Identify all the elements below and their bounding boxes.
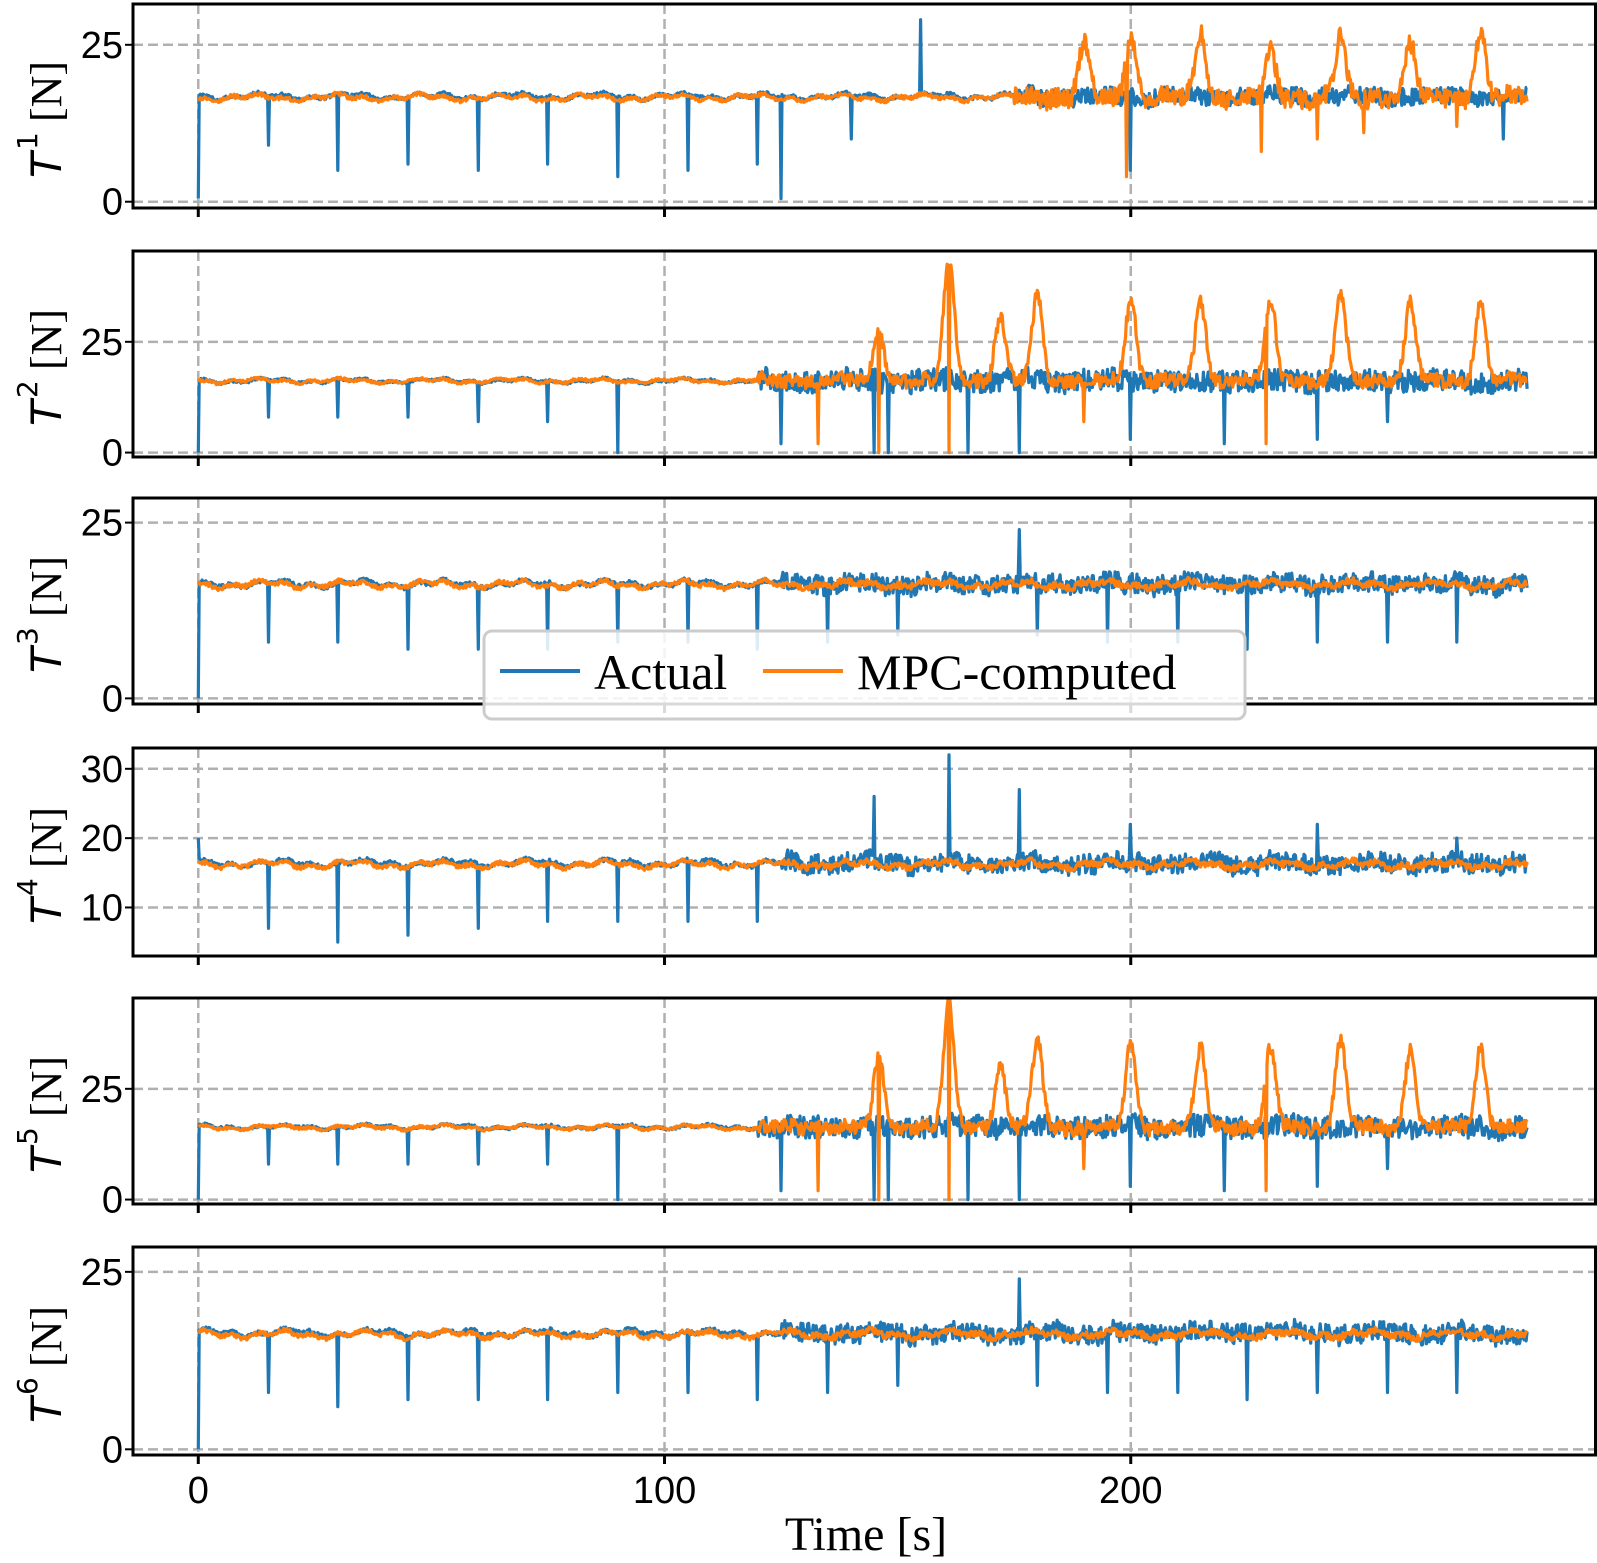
y-label-symbol: T <box>22 895 71 924</box>
y-axis-label: T3 [N] <box>11 556 71 673</box>
x-tick-label: 200 <box>1099 1470 1162 1512</box>
x-tick-label: 100 <box>633 1470 696 1512</box>
y-tick-label: 0 <box>102 1429 123 1471</box>
series-line-mpc-computed <box>197 998 1529 1202</box>
series-line-actual <box>196 18 1528 201</box>
series-group <box>196 18 1529 201</box>
y-tick-label: 25 <box>81 25 123 67</box>
y-label-index: 5 <box>11 1127 44 1145</box>
subplot-T1: 0 25 T1 [N] <box>11 2 1597 224</box>
y-label-symbol: T <box>22 1144 71 1173</box>
series-line-mpc-computed <box>196 575 1529 593</box>
x-tick-label: 0 <box>188 1470 209 1512</box>
y-label-unit: [N] <box>22 61 71 122</box>
series-line-actual <box>196 1277 1529 1450</box>
axes-frame <box>131 2 1597 210</box>
y-label-index: 3 <box>11 627 44 645</box>
series-line-mpc-computed <box>197 24 1529 179</box>
y-label-index: 6 <box>11 1377 44 1395</box>
series-line-mpc-computed <box>197 1325 1529 1343</box>
y-tick-label: 20 <box>81 818 123 860</box>
subplots: 025T1[N]025T2[N]025T3[N]102030T4[N]025T5… <box>11 2 1597 1512</box>
subplot-T4: 10 20 30 T4 [N] <box>11 746 1597 965</box>
y-tick-label: 0 <box>102 433 123 475</box>
y-axis-label: T5 [N] <box>11 1056 71 1173</box>
legend-mpc-label: MPC-computed <box>857 644 1176 700</box>
y-label-index: 4 <box>11 878 44 896</box>
axes-frame <box>131 249 1597 459</box>
subplot-T3: 0 25 T3 [N] <box>11 496 1597 720</box>
y-tick-label: 0 <box>102 678 123 720</box>
subplot-T2: 0 25 T2 [N] <box>11 249 1597 475</box>
subplot-T6: 0 25 T6 [N] <box>11 1245 1597 1471</box>
y-tick-label: 0 <box>102 1180 123 1222</box>
y-label-symbol: T <box>22 397 71 426</box>
series-line-mpc-computed <box>196 262 1528 455</box>
y-axis-label: T4 [N] <box>11 807 71 924</box>
axes-frame <box>131 996 1597 1206</box>
series-group <box>196 528 1529 699</box>
y-axis-label: T2 [N] <box>11 309 71 426</box>
series-group <box>196 1277 1529 1450</box>
series-group <box>196 998 1529 1202</box>
legend-actual-label: Actual <box>594 644 727 700</box>
axes-frame <box>131 1245 1597 1457</box>
series-line-actual <box>196 753 1529 944</box>
y-label-unit: [N] <box>22 556 71 617</box>
series-line-mpc-computed <box>196 856 1529 873</box>
y-axis-label: T6 [N] <box>11 1306 71 1423</box>
y-label-index: 2 <box>11 380 44 398</box>
y-label-unit: [N] <box>22 309 71 370</box>
y-label-symbol: T <box>22 1394 71 1423</box>
axes-frame <box>131 746 1597 958</box>
y-tick-label: 0 <box>102 182 123 224</box>
y-tick-label: 10 <box>81 887 123 929</box>
x-axis-label: Time [s] <box>785 1508 947 1561</box>
y-tick-label: 30 <box>81 749 123 791</box>
y-tick-label: 25 <box>81 322 123 364</box>
legend: Actual MPC-computed <box>482 629 1247 721</box>
y-tick-label: 25 <box>81 503 123 545</box>
y-label-index: 1 <box>11 132 44 150</box>
y-axis-label: T1 [N] <box>11 61 71 178</box>
subplot-T5: 0 25 T5 [N] <box>11 996 1597 1222</box>
series-group <box>196 753 1529 944</box>
y-tick-label: 25 <box>81 1069 123 1111</box>
series-group <box>196 262 1529 455</box>
y-label-symbol: T <box>22 149 71 178</box>
y-label-unit: [N] <box>22 1056 71 1117</box>
y-tick-label: 25 <box>81 1252 123 1294</box>
y-label-unit: [N] <box>22 807 71 868</box>
y-label-symbol: T <box>22 644 71 673</box>
y-label-unit: [N] <box>22 1306 71 1367</box>
legend-frame <box>482 629 1247 721</box>
